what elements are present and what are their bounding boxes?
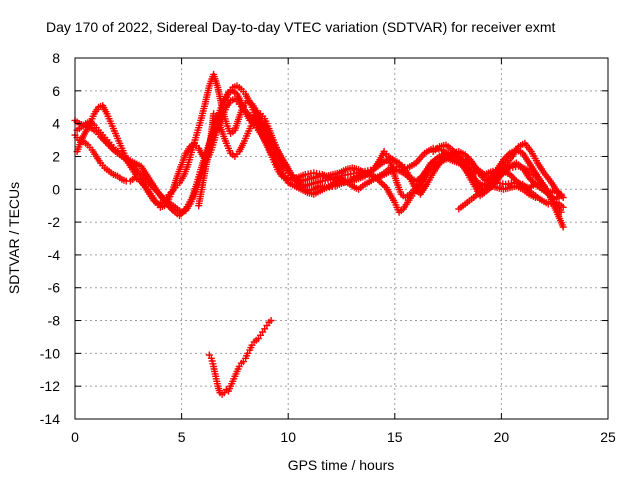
chart-title: Day 170 of 2022, Sidereal Day-to-day VTE… [46,19,555,35]
data-point [164,202,172,210]
x-tick-label: 25 [600,429,616,445]
data-point [525,174,533,182]
data-point [556,190,564,198]
data-point [500,156,507,164]
series-track-c [71,87,567,216]
y-tick-label: 2 [52,148,60,164]
data-point [166,203,174,211]
data-point [439,156,447,164]
y-tick-label: 8 [52,50,60,66]
x-tick-label: 5 [178,429,186,445]
data-point [176,212,183,219]
data-point [452,149,460,157]
data-point [532,194,539,201]
y-tick-label: 4 [52,116,60,132]
y-tick-label: -2 [48,214,61,230]
data-point [559,194,567,201]
series-track-d [73,95,565,219]
data-point [267,317,275,324]
y-tick-label: -8 [48,313,61,329]
data-point [509,174,517,182]
data-point [528,177,536,185]
y-tick-label: -12 [40,378,60,394]
data-point [506,171,514,178]
y-axis-label: SDTVAR / TECUs [6,182,22,294]
data-point [504,151,512,159]
data-point [168,205,175,213]
y-tick-label: 6 [52,83,60,99]
axis-ticks: 0 5 10 15 20 25 -14 -12 -10 -8 -6 -4 -2 0 2 4 6 8 [40,50,616,445]
data-point [464,154,472,162]
data-point [559,223,567,231]
y-tick-label: -14 [40,411,60,427]
x-tick-label: 0 [71,429,79,445]
data-point [106,143,114,151]
data-point [180,207,188,215]
data-point [463,153,471,160]
data-point [179,208,187,216]
series-track-f [429,141,565,216]
y-tick-label: -4 [48,247,61,263]
data-point [554,189,562,197]
data-point [436,159,444,167]
grid [75,58,608,419]
data-point [559,203,567,211]
data-points [71,70,567,398]
data-point [379,180,387,188]
y-tick-label: -6 [48,280,61,296]
data-point [448,146,456,154]
x-tick-label: 20 [494,429,510,445]
y-tick-label: 0 [52,181,60,197]
plot-frame [74,57,609,420]
x-tick-label: 15 [387,429,403,445]
series-track-g [205,317,275,398]
data-point [501,154,509,162]
x-tick-label: 10 [280,429,296,445]
x-axis-label: GPS time / hours [288,457,395,473]
data-point [484,179,491,187]
data-point [557,208,565,216]
y-tick-label: -10 [40,345,60,361]
